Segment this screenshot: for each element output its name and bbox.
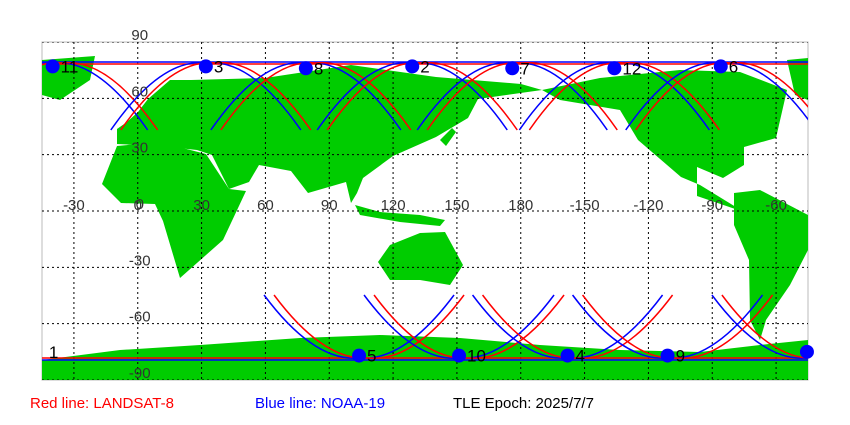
ground-track	[635, 61, 808, 131]
satellite-point	[607, 61, 622, 76]
ground-track	[326, 61, 518, 131]
ground-track	[481, 294, 674, 359]
ground-track	[426, 61, 618, 131]
point-label: 12	[622, 59, 641, 78]
satellite-point	[452, 348, 467, 363]
satellite-point	[45, 59, 60, 74]
ground-track	[721, 294, 808, 359]
lon-tick-label: 0	[134, 197, 142, 214]
lon-tick-label: 150	[444, 197, 469, 214]
point-label: 6	[729, 57, 738, 76]
satellite-point	[298, 61, 313, 76]
legend-blue: Blue line: NOAA-19	[255, 395, 385, 412]
point-label: 5	[367, 347, 376, 366]
ground-track	[220, 61, 412, 131]
lon-tick-label: 120	[381, 197, 406, 214]
japan	[440, 128, 456, 146]
point-label: 3	[214, 57, 223, 76]
lon-tick-label: 60	[257, 197, 274, 214]
satellite-point	[560, 348, 575, 363]
lat-tick-label: 0	[136, 196, 144, 213]
point-label: 8	[314, 59, 323, 78]
lon-tick-label: -60	[765, 197, 787, 214]
lon-tick-label: -90	[701, 197, 723, 214]
land	[42, 56, 808, 380]
africa	[102, 142, 246, 278]
tle-epoch: TLE Epoch: 2025/7/7	[453, 395, 594, 412]
ground-track	[42, 61, 159, 131]
ground-track	[373, 294, 565, 359]
indonesia	[355, 205, 445, 226]
point-label: 11	[61, 57, 79, 76]
lon-tick-label: 180	[508, 197, 533, 214]
north-america	[542, 70, 787, 212]
lon-tick-label: 30	[193, 197, 210, 214]
satellite-point	[799, 344, 814, 359]
australia	[378, 232, 463, 285]
satellite-point	[405, 59, 420, 74]
point-label: 10	[467, 347, 486, 366]
satellite-point	[198, 59, 213, 74]
lat-tick-label: 60	[131, 83, 148, 100]
lat-tick-label: -90	[129, 365, 151, 382]
point-label: 7	[520, 59, 529, 78]
satellite-point	[505, 61, 520, 76]
legend-red: Red line: LANDSAT-8	[30, 395, 174, 412]
ground-track	[273, 294, 465, 359]
greenland-east	[787, 58, 808, 100]
ground-track	[528, 61, 720, 131]
lon-tick-label: -30	[63, 197, 85, 214]
lon-tick-label: -150	[570, 197, 600, 214]
lat-tick-label: 30	[131, 140, 148, 157]
lat-tick-label: -30	[129, 252, 151, 269]
point-label: 4	[576, 347, 585, 366]
lon-tick-label: 90	[321, 197, 338, 214]
satellite-point	[660, 348, 675, 363]
point-label: 1	[49, 343, 58, 362]
point-label: 9	[676, 347, 685, 366]
lat-tick-label: -60	[129, 309, 151, 326]
lat-tick-label: 90	[131, 27, 148, 44]
satellite-point	[713, 59, 728, 74]
lon-tick-label: -120	[633, 197, 663, 214]
satellite-point	[352, 348, 367, 363]
south-america	[734, 190, 808, 340]
point-label: 2	[420, 57, 429, 76]
ground-track	[581, 294, 774, 359]
ground-track	[120, 61, 312, 131]
